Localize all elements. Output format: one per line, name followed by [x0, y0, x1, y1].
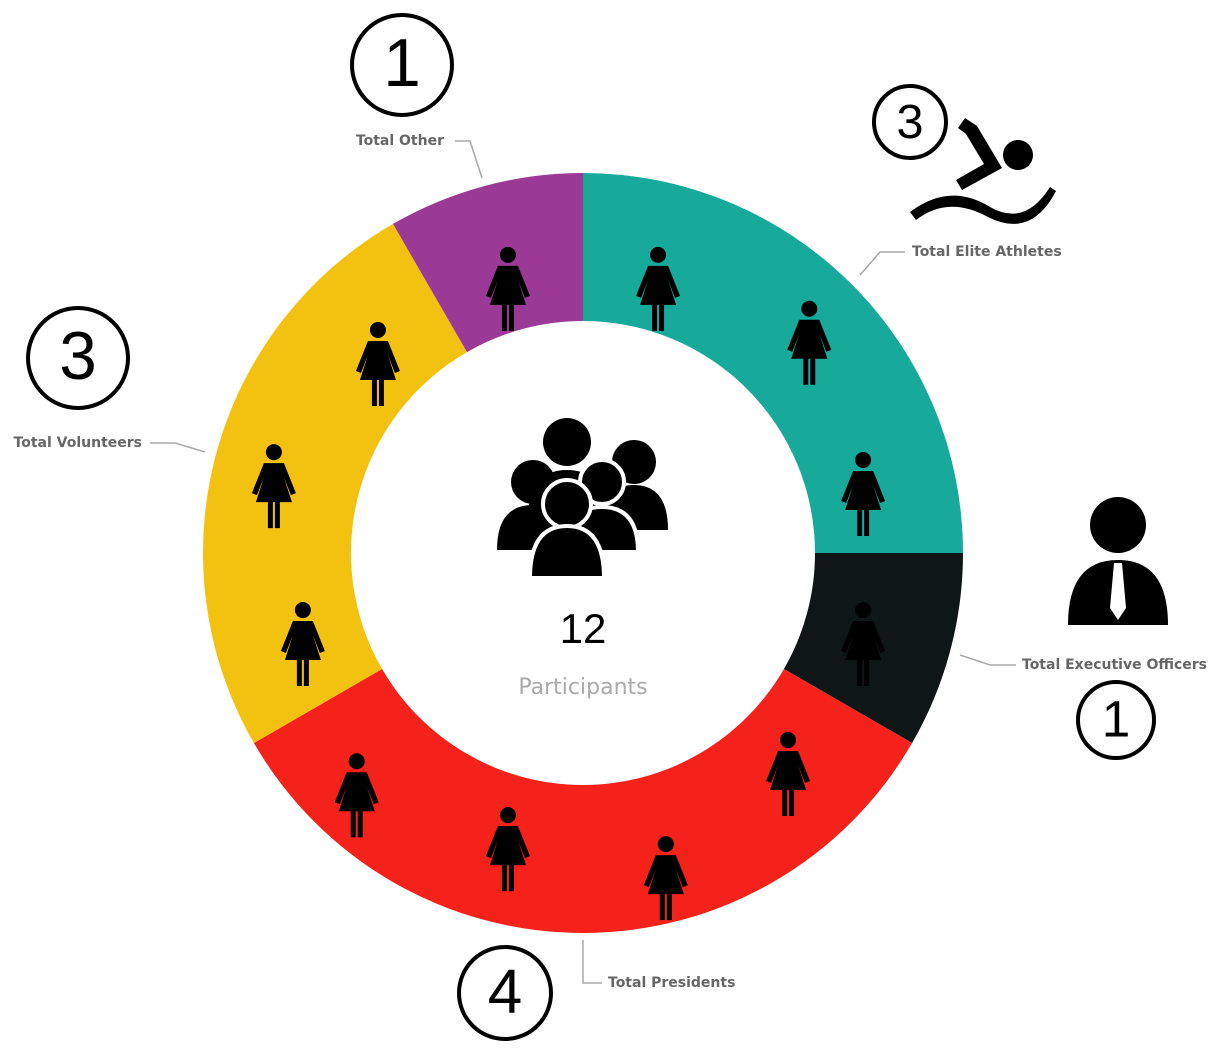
category-label: Total Presidents [608, 975, 735, 991]
category-label: Total Volunteers [14, 435, 142, 451]
donut-slice [253, 669, 913, 934]
person-body [334, 772, 379, 838]
person-icons [841, 602, 886, 687]
person-icons [334, 732, 811, 921]
donut-slice [203, 223, 467, 743]
person-body [766, 751, 811, 817]
person-head [650, 246, 667, 263]
person-body [280, 621, 325, 687]
value-label: 4 [488, 957, 523, 1026]
value-label: 3 [59, 319, 97, 394]
person-body [485, 265, 530, 331]
person-head [294, 602, 311, 619]
value-label: 1 [383, 26, 421, 101]
value-label: 3 [896, 95, 923, 149]
leader-line [582, 940, 602, 984]
person-head [499, 807, 516, 824]
value-badge [1076, 680, 1156, 760]
category-label: Total Other [356, 133, 444, 149]
person-head [801, 300, 818, 317]
person-head [657, 836, 674, 853]
person-body [841, 470, 886, 536]
person-icons [485, 246, 530, 331]
person-body [643, 855, 688, 921]
executive-icon [1068, 497, 1168, 625]
person-icons [636, 246, 886, 536]
person-body [485, 826, 530, 892]
leader-line [455, 140, 483, 179]
donut-slice [393, 173, 583, 353]
value-badge [26, 306, 130, 410]
value-badge [350, 13, 454, 117]
person-head [780, 732, 797, 749]
person-body [251, 463, 296, 529]
value-badge [457, 945, 553, 1041]
category-label: Total Executive Officers [1022, 657, 1207, 673]
leader-line [859, 251, 905, 276]
swimmer-icon [910, 118, 1056, 224]
category-label: Total Elite Athletes [912, 244, 1062, 260]
person-head [855, 451, 872, 468]
total-label: Participants [518, 675, 647, 700]
person-body [787, 319, 832, 385]
total-value: 12 [560, 605, 607, 652]
person-head [348, 753, 365, 770]
person-head [369, 321, 386, 338]
leader-line [150, 442, 206, 453]
leader-line [959, 654, 1016, 666]
person-head [499, 246, 516, 263]
group-icon [497, 418, 668, 580]
value-badge [872, 84, 948, 160]
person-head [855, 602, 872, 619]
person-body [355, 340, 400, 406]
value-label: 1 [1102, 691, 1131, 748]
person-icons [251, 321, 400, 687]
person-head [265, 444, 282, 461]
person-body [841, 621, 886, 687]
person-body [636, 265, 681, 331]
